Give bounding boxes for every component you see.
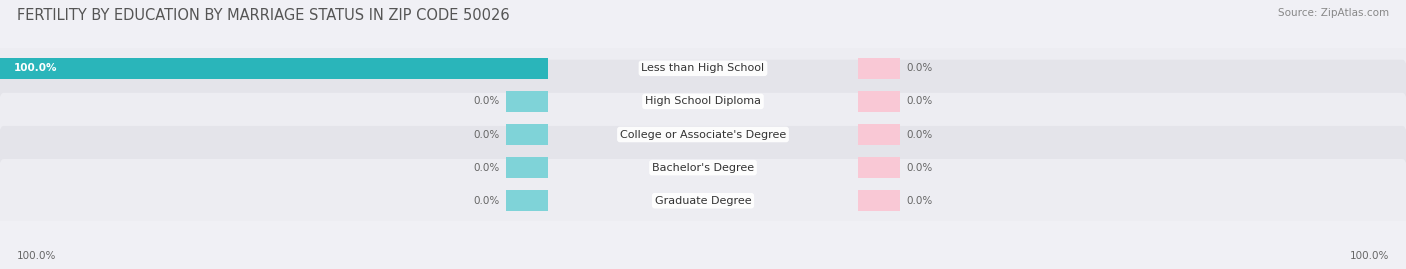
Text: Source: ZipAtlas.com: Source: ZipAtlas.com xyxy=(1278,8,1389,18)
Text: 0.0%: 0.0% xyxy=(472,196,499,206)
Text: Graduate Degree: Graduate Degree xyxy=(655,196,751,206)
Text: 0.0%: 0.0% xyxy=(907,162,934,173)
Bar xyxy=(506,124,548,145)
Bar xyxy=(0,58,548,79)
Text: FERTILITY BY EDUCATION BY MARRIAGE STATUS IN ZIP CODE 50026: FERTILITY BY EDUCATION BY MARRIAGE STATU… xyxy=(17,8,509,23)
Text: 0.0%: 0.0% xyxy=(907,129,934,140)
Text: 0.0%: 0.0% xyxy=(472,162,499,173)
Bar xyxy=(858,91,900,112)
Bar xyxy=(506,91,548,112)
Text: Bachelor's Degree: Bachelor's Degree xyxy=(652,162,754,173)
Bar xyxy=(858,124,900,145)
FancyBboxPatch shape xyxy=(0,60,1406,143)
Text: 0.0%: 0.0% xyxy=(907,63,934,73)
FancyBboxPatch shape xyxy=(0,93,1406,176)
Bar xyxy=(858,190,900,211)
FancyBboxPatch shape xyxy=(0,159,1406,242)
FancyBboxPatch shape xyxy=(0,126,1406,209)
Text: 100.0%: 100.0% xyxy=(1350,251,1389,261)
Bar xyxy=(858,58,900,79)
Text: College or Associate's Degree: College or Associate's Degree xyxy=(620,129,786,140)
Text: 0.0%: 0.0% xyxy=(472,96,499,107)
Text: 100.0%: 100.0% xyxy=(17,251,56,261)
Text: 100.0%: 100.0% xyxy=(14,63,58,73)
Text: High School Diploma: High School Diploma xyxy=(645,96,761,107)
Text: 0.0%: 0.0% xyxy=(907,96,934,107)
Bar xyxy=(858,157,900,178)
Text: 0.0%: 0.0% xyxy=(472,129,499,140)
FancyBboxPatch shape xyxy=(0,27,1406,110)
Bar xyxy=(506,157,548,178)
Text: Less than High School: Less than High School xyxy=(641,63,765,73)
Text: 0.0%: 0.0% xyxy=(907,196,934,206)
Bar xyxy=(506,190,548,211)
